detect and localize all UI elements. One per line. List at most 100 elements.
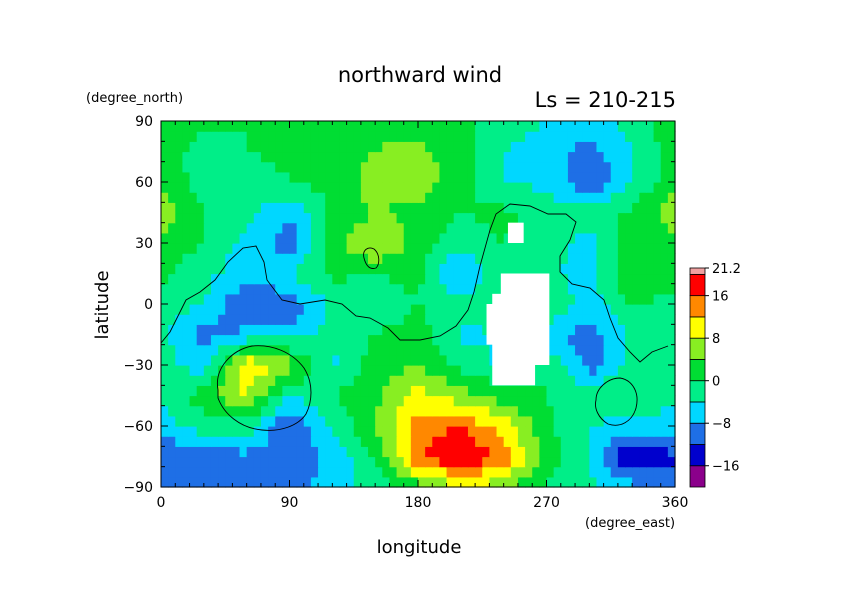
field-cell bbox=[318, 192, 326, 203]
field-cell bbox=[268, 131, 276, 142]
field-cell bbox=[218, 324, 226, 336]
field-cell bbox=[639, 324, 648, 336]
field-cell bbox=[432, 273, 441, 285]
field-cell bbox=[546, 151, 555, 163]
field-cell bbox=[375, 446, 383, 458]
field-cell bbox=[353, 171, 362, 183]
field-cell bbox=[396, 304, 405, 315]
field-cell bbox=[196, 476, 205, 488]
field-cell bbox=[218, 436, 226, 447]
field-cell bbox=[560, 436, 569, 447]
field-cell bbox=[310, 365, 319, 376]
field-cell bbox=[246, 141, 255, 153]
field-cell bbox=[453, 324, 462, 336]
field-cell bbox=[410, 385, 419, 397]
field-cell bbox=[210, 334, 219, 346]
field-cell bbox=[467, 415, 476, 427]
field-cell bbox=[203, 304, 212, 315]
field-cell bbox=[182, 476, 191, 488]
field-cell bbox=[175, 131, 184, 142]
field-cell bbox=[239, 283, 248, 295]
field-cell bbox=[325, 212, 333, 224]
field-cell bbox=[617, 324, 626, 336]
field-cell bbox=[460, 334, 469, 346]
field-cell bbox=[425, 273, 433, 285]
field-cell bbox=[339, 365, 348, 376]
field-cell bbox=[603, 171, 612, 183]
field-cell bbox=[453, 253, 462, 264]
field-cell bbox=[453, 466, 462, 478]
field-cell bbox=[610, 151, 619, 163]
field-cell bbox=[339, 293, 348, 305]
field-cell bbox=[368, 385, 376, 397]
field-cell bbox=[596, 121, 605, 132]
field-cell bbox=[239, 212, 248, 224]
field-cell bbox=[296, 324, 305, 336]
field-cell bbox=[325, 375, 333, 386]
field-cell bbox=[410, 476, 419, 488]
field-cell bbox=[546, 334, 555, 346]
field-cell bbox=[318, 161, 326, 173]
field-cell bbox=[396, 202, 405, 214]
field-cell bbox=[482, 466, 490, 478]
field-cell bbox=[318, 446, 326, 458]
field-cell bbox=[489, 202, 498, 214]
field-cell bbox=[382, 263, 391, 275]
field-cell bbox=[467, 385, 476, 397]
field-cell bbox=[439, 446, 448, 458]
field-cell bbox=[439, 293, 448, 305]
field-cell bbox=[310, 263, 319, 275]
field-cell bbox=[375, 375, 383, 386]
field-cell bbox=[432, 141, 441, 153]
field-cell bbox=[239, 263, 248, 275]
field-cell bbox=[489, 192, 498, 203]
field-cell bbox=[453, 212, 462, 224]
field-cell bbox=[567, 151, 576, 163]
field-cell bbox=[567, 171, 576, 183]
field-cell bbox=[168, 365, 176, 376]
field-cell bbox=[382, 385, 391, 397]
field-cell bbox=[203, 293, 212, 305]
field-cell bbox=[368, 395, 376, 407]
field-cell bbox=[325, 446, 333, 458]
field-cell bbox=[375, 304, 383, 315]
field-cell bbox=[182, 293, 191, 305]
field-cell bbox=[589, 446, 598, 458]
field-cell bbox=[646, 243, 655, 254]
field-cell bbox=[432, 253, 441, 264]
field-cell bbox=[560, 293, 569, 305]
field-cell bbox=[517, 141, 526, 153]
field-cell bbox=[196, 243, 205, 254]
field-cell bbox=[282, 304, 291, 315]
field-cell bbox=[560, 344, 569, 356]
field-cell bbox=[639, 253, 648, 264]
field-cell bbox=[382, 324, 391, 336]
field-cell bbox=[175, 314, 184, 325]
field-cell bbox=[303, 283, 312, 295]
field-cell bbox=[196, 354, 205, 366]
field-cell bbox=[539, 476, 548, 488]
field-cell bbox=[282, 151, 291, 163]
field-cell bbox=[517, 456, 526, 468]
field-cell bbox=[225, 182, 233, 193]
field-cell bbox=[525, 131, 533, 142]
field-cell bbox=[360, 222, 369, 234]
field-cell bbox=[368, 232, 376, 244]
field-cell bbox=[632, 395, 640, 407]
field-cell bbox=[589, 212, 598, 224]
field-cell bbox=[368, 283, 376, 295]
field-cell bbox=[467, 212, 476, 224]
field-cell bbox=[639, 456, 648, 468]
field-cell bbox=[310, 456, 319, 468]
field-cell bbox=[525, 222, 533, 234]
field-cell bbox=[389, 222, 398, 234]
field-cell bbox=[653, 314, 662, 325]
field-cell bbox=[439, 405, 448, 417]
field-cell bbox=[389, 304, 398, 315]
field-cell bbox=[303, 273, 312, 285]
field-cell bbox=[667, 334, 676, 346]
field-cell bbox=[260, 171, 269, 183]
field-cell bbox=[546, 415, 555, 427]
field-cell bbox=[453, 131, 462, 142]
field-cell bbox=[625, 354, 633, 366]
